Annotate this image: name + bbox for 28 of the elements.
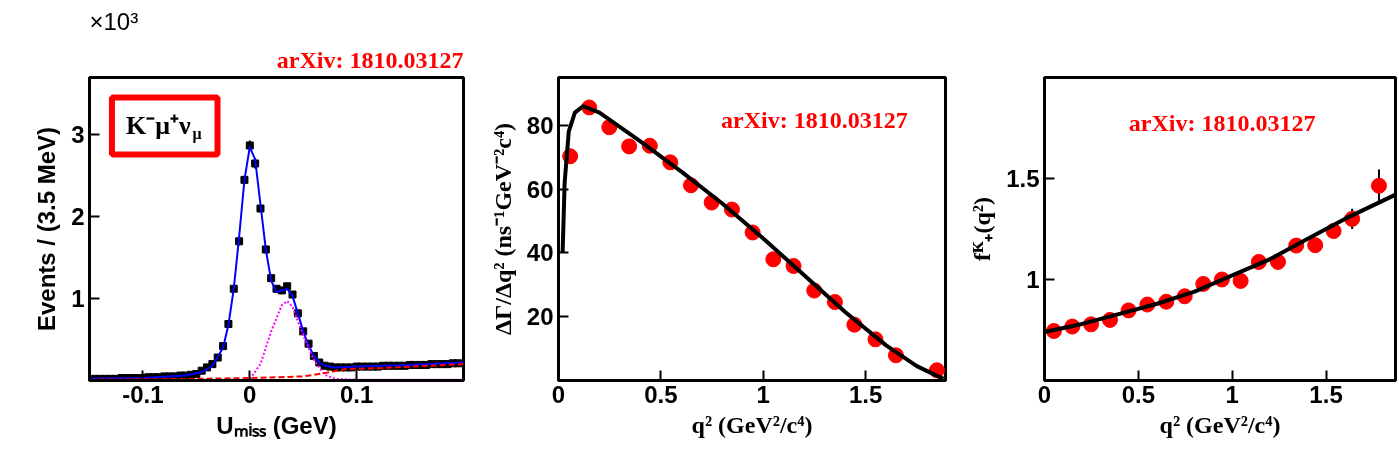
x-tick-label: 0.5 — [1121, 380, 1156, 408]
y-tick-label: 40 — [526, 239, 554, 267]
x-axis-title: q² (GeV²/c⁴) — [1159, 411, 1281, 438]
y-tick-label: 3 — [71, 121, 85, 149]
x-tick-label: 1 — [756, 380, 770, 408]
x-tick-label: 0.5 — [644, 380, 678, 408]
x-tick-label: 1.5 — [848, 380, 883, 408]
annotation: arXiv: 1810.03127 — [721, 106, 908, 133]
x-tick-label: 1 — [1225, 380, 1239, 408]
annotation: arXiv: 1810.03127 — [1128, 109, 1316, 136]
y-tick-label: 2 — [71, 203, 85, 231]
x-tick-label: 0 — [243, 380, 257, 408]
x-axis-title: Uₘᵢₛₛ (GeV) — [216, 411, 337, 439]
x-tick-label: 0 — [551, 380, 566, 408]
x-tick-label: 0 — [1037, 380, 1052, 408]
y-axis-title: fᴷ₊(q²) — [969, 197, 996, 261]
y-axis-title: Events / (3.5 MeV) — [33, 126, 61, 332]
text: ×10³ — [89, 7, 139, 35]
x-axis-title: q² (GeV²/c⁴) — [691, 411, 813, 438]
x-tick-label: 1.5 — [1309, 380, 1343, 408]
x-tick-label: -0.1 — [122, 380, 164, 408]
y-axis-title: ΔΓ/Δq² (ns⁻¹GeV⁻²c⁴) — [489, 122, 516, 336]
y-tick-label: 20 — [526, 303, 554, 331]
y-tick-label: 60 — [526, 175, 554, 203]
text: arXiv: 1810.03127 — [276, 46, 464, 73]
x-tick-label: 0.1 — [339, 380, 374, 408]
y-tick-label: 1 — [71, 285, 85, 313]
y-tick-label: 80 — [526, 111, 554, 139]
